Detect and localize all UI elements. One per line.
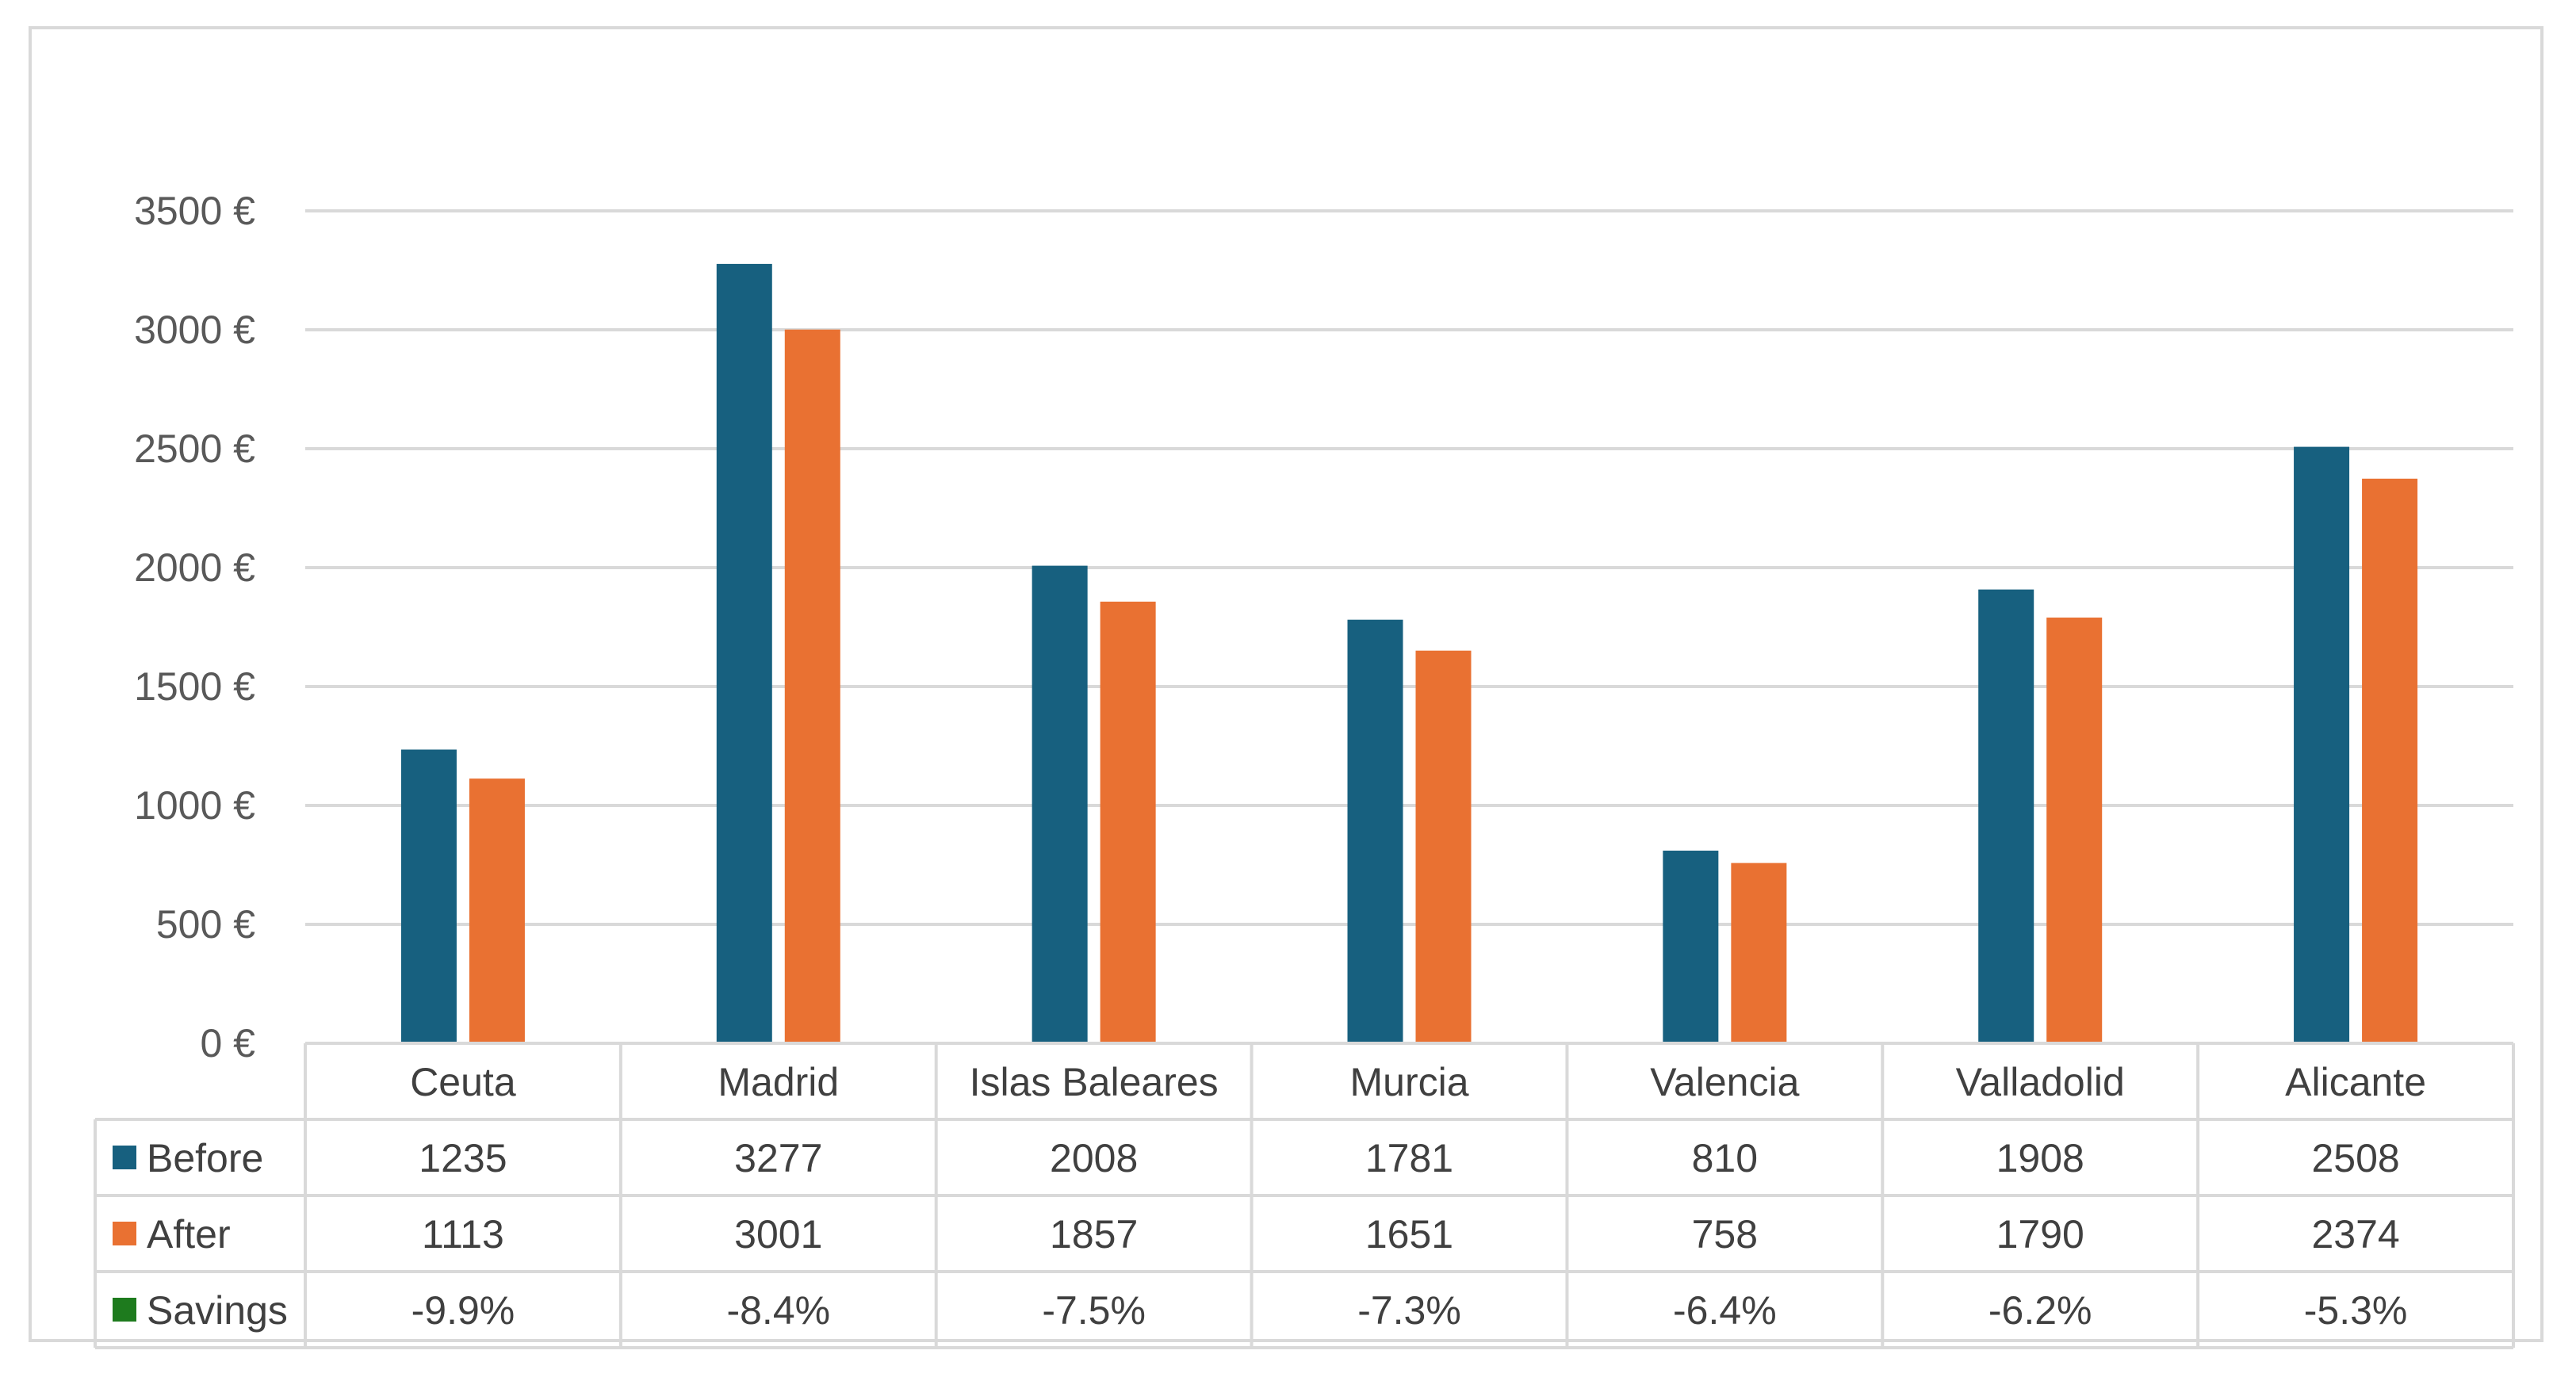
y-tick-label: 0 € [200, 1021, 255, 1065]
legend-label: Savings [147, 1288, 288, 1333]
table-cell: -6.4% [1673, 1288, 1777, 1333]
legend-label: After [147, 1212, 231, 1257]
table-cell: -6.2% [1988, 1288, 2092, 1333]
y-tick-label: 3500 € [134, 189, 255, 233]
bar-before [1032, 565, 1088, 1043]
bar-before [2294, 446, 2350, 1043]
table-cell: -8.4% [726, 1288, 830, 1333]
chart-frame [29, 26, 2543, 1342]
bar-after [1731, 863, 1787, 1043]
table-cell: -7.3% [1357, 1288, 1461, 1333]
table-cell: 1908 [1996, 1136, 2084, 1180]
table-cell: -9.9% [411, 1288, 515, 1333]
bar-after [469, 778, 525, 1043]
y-tick-label: 2500 € [134, 427, 255, 471]
legend-key-before [113, 1146, 136, 1169]
x-tick-label: Valladolid [1956, 1060, 2125, 1104]
y-tick-label: 1500 € [134, 664, 255, 709]
table-cell: -5.3% [2304, 1288, 2408, 1333]
table-cell: 3001 [734, 1212, 822, 1257]
table-cell: 2508 [2311, 1136, 2399, 1180]
table-cell: 1781 [1365, 1136, 1453, 1180]
bar-before [1663, 851, 1719, 1043]
bar-before [400, 749, 457, 1043]
bar-before [1978, 589, 2034, 1043]
bar-before [1347, 619, 1403, 1043]
bar-after [2362, 478, 2418, 1043]
x-tick-label: Alicante [2285, 1060, 2426, 1104]
table-cell: 1651 [1365, 1212, 1453, 1257]
x-tick-label: Murcia [1349, 1060, 1468, 1104]
table-cell: 1857 [1050, 1212, 1138, 1257]
x-tick-label: Madrid [718, 1060, 839, 1104]
table-cell: 758 [1692, 1212, 1758, 1257]
x-tick-label: Valencia [1650, 1060, 1799, 1104]
bar-after [784, 329, 840, 1043]
table-cell: 810 [1692, 1136, 1758, 1180]
table-cell: 1113 [422, 1212, 504, 1257]
x-tick-label: Islas Baleares [970, 1060, 1219, 1104]
table-cell: -7.5% [1042, 1288, 1146, 1333]
bar-after [1100, 601, 1156, 1043]
table-cell: 1790 [1996, 1212, 2084, 1257]
bar-before [716, 263, 772, 1043]
y-tick-label: 1000 € [134, 783, 255, 828]
legend-label: Before [147, 1136, 263, 1180]
table-cell: 3277 [734, 1136, 822, 1180]
x-tick-label: Ceuta [410, 1060, 516, 1104]
legend-key-savings [113, 1298, 136, 1322]
bar-after [2046, 618, 2103, 1043]
y-tick-label: 500 € [156, 902, 255, 947]
legend-key-after [113, 1222, 136, 1245]
y-tick-label: 2000 € [134, 545, 255, 590]
table-cell: 2374 [2311, 1212, 2399, 1257]
bar-after [1415, 650, 1472, 1043]
y-tick-label: 3000 € [134, 308, 255, 352]
table-cell: 2008 [1050, 1136, 1138, 1180]
table-cell: 1235 [419, 1136, 507, 1180]
